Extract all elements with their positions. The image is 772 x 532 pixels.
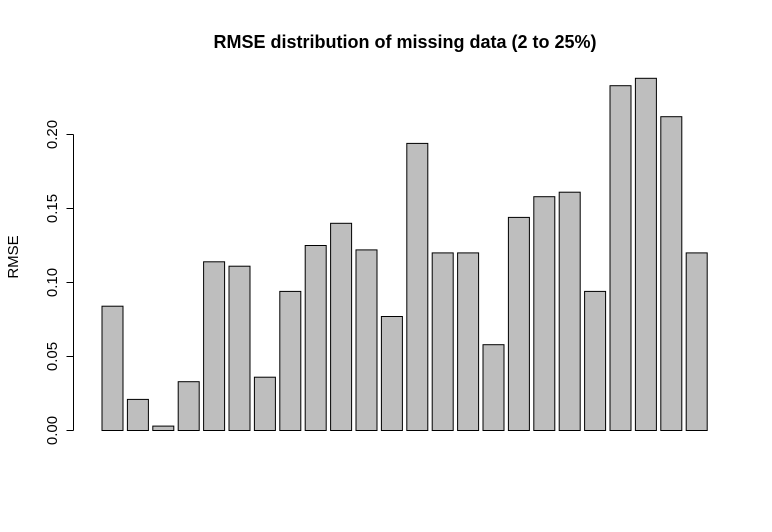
bar-8 xyxy=(279,290,302,431)
bar-21 xyxy=(609,85,632,431)
bar-22 xyxy=(634,77,657,432)
bar-24 xyxy=(685,252,708,431)
bar-5 xyxy=(203,261,226,431)
bar-19 xyxy=(558,191,581,431)
y-axis: 0.00 0.05 0.10 0.15 0.20 xyxy=(44,120,74,445)
bar-1 xyxy=(101,305,124,432)
bar-15 xyxy=(457,252,480,431)
bar-10 xyxy=(330,222,353,431)
bar-17 xyxy=(507,216,530,431)
bar-3 xyxy=(152,425,175,432)
chart-title: RMSE distribution of missing data (2 to … xyxy=(213,32,596,52)
bar-20 xyxy=(584,290,607,431)
bar-7 xyxy=(253,376,276,432)
bars xyxy=(101,77,708,432)
y-tick-label: 0.15 xyxy=(44,194,61,223)
y-tick-label: 0.20 xyxy=(44,120,61,149)
y-tick-label: 0.00 xyxy=(44,416,61,445)
bar-13 xyxy=(406,142,429,431)
bar-23 xyxy=(660,116,683,431)
bar-6 xyxy=(228,265,251,432)
y-tick-label: 0.10 xyxy=(44,268,61,297)
bar-16 xyxy=(482,344,505,432)
y-axis-label: RMSE xyxy=(5,235,22,278)
bar-11 xyxy=(355,249,378,431)
bar-18 xyxy=(533,196,556,431)
bar-9 xyxy=(304,245,327,431)
bar-4 xyxy=(177,381,200,432)
bar-2 xyxy=(126,398,149,431)
y-tick-label: 0.05 xyxy=(44,342,61,371)
bar-12 xyxy=(380,316,403,431)
bar-14 xyxy=(431,252,454,431)
